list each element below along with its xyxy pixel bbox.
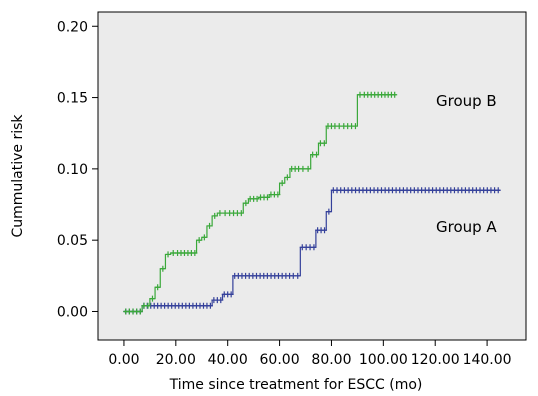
censor-mark-0-47 <box>290 272 296 279</box>
y-tick-label-4: 0.20 <box>57 19 88 35</box>
plot-area <box>97 11 527 341</box>
censor-mark-1-39 <box>284 174 290 181</box>
y-tick-label-0: 0.00 <box>57 304 88 320</box>
censor-mark-1-9 <box>160 265 166 272</box>
censor-mark-1-42 <box>296 165 302 172</box>
censor-mark-1-22 <box>217 210 223 217</box>
censor-mark-1-4 <box>137 308 143 315</box>
censor-mark-1-38 <box>279 180 285 187</box>
series-line-1 <box>123 94 397 313</box>
censor-mark-1-8 <box>155 284 161 291</box>
censor-mark-0-24 <box>207 302 213 309</box>
censor-mark-1-57 <box>357 91 363 98</box>
censor-mark-1-48 <box>321 140 327 147</box>
censor-mark-1-37 <box>275 191 281 198</box>
x-tick-label-2: 40.00 <box>208 352 248 368</box>
y-tick-label-2: 0.10 <box>57 162 88 178</box>
censor-mark-1-34 <box>264 194 270 201</box>
censor-mark-1-10 <box>165 251 171 258</box>
censor-mark-1-28 <box>243 200 249 207</box>
censor-mark-1-27 <box>238 210 244 217</box>
censor-mark-1-11 <box>170 250 176 257</box>
censor-mark-1-43 <box>300 165 306 172</box>
y-axis: 0.00 0.05 0.10 0.15 0.20 <box>57 19 98 320</box>
series-layer <box>123 91 501 315</box>
censor-mark-0-102 <box>495 187 501 194</box>
x-tick-label-5: 100.00 <box>359 352 408 368</box>
x-tick-label-6: 120.00 <box>411 352 460 368</box>
censor-mark-0-30 <box>228 291 234 298</box>
censor-mark-1-67 <box>392 91 398 98</box>
censor-mark-1-56 <box>352 123 358 130</box>
x-axis: 0.00 20.00 40.00 60.00 80.00 100.00 120.00 140.… <box>108 340 512 368</box>
x-tick-label-7: 140.00 <box>463 352 512 368</box>
censor-mark-1-31 <box>254 195 260 202</box>
y-tick-label-3: 0.15 <box>57 91 88 107</box>
censor-mark-0-56 <box>326 208 332 215</box>
censor-mark-1-20 <box>207 222 213 229</box>
censor-mark-1-46 <box>314 151 320 158</box>
x-tick-label-0: 0.00 <box>108 352 139 368</box>
y-tick-label-1: 0.05 <box>57 233 88 249</box>
censor-mark-0-52 <box>311 244 317 251</box>
x-axis-title: Time since treatment for ESCC (mo) <box>169 377 423 393</box>
y-axis-title: Cummulative risk <box>10 114 26 238</box>
censor-mark-0-48 <box>295 272 301 279</box>
x-tick-label-3: 60.00 <box>260 352 300 368</box>
censor-mark-1-18 <box>196 237 202 244</box>
x-tick-label-4: 80.00 <box>311 352 351 368</box>
censor-mark-0-55 <box>322 227 328 234</box>
censor-mark-1-17 <box>192 250 198 257</box>
x-tick-label-1: 20.00 <box>156 352 196 368</box>
censor-mark-1-51 <box>332 123 338 130</box>
series-group-b <box>123 91 398 315</box>
series-label-group-b: Group B <box>436 92 497 110</box>
censor-mark-1-19 <box>201 234 207 241</box>
censor-mark-1-21 <box>212 212 218 219</box>
censor-mark-1-52 <box>336 123 342 130</box>
censor-mark-1-6 <box>145 302 151 309</box>
series-label-group-a: Group A <box>436 218 497 236</box>
censor-mark-1-7 <box>149 295 155 302</box>
censor-mark-1-44 <box>305 165 311 172</box>
censor-mark-0-27 <box>218 297 224 304</box>
censor-mark-1-23 <box>222 210 228 217</box>
